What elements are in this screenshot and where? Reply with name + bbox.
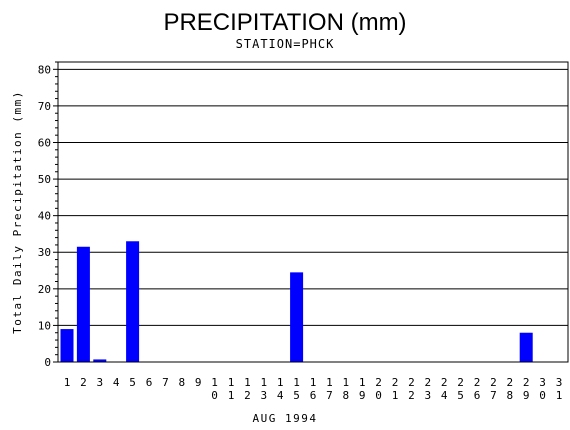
x-tick-label: 7	[162, 376, 169, 389]
y-tick-label: 80	[38, 63, 51, 76]
bar-day-3	[93, 359, 107, 362]
y-tick-label: 70	[38, 100, 51, 113]
plot-area-frame	[57, 61, 569, 363]
y-axis-label: Total Daily Precipitation (mm)	[11, 90, 24, 334]
x-tick-label: 3	[96, 376, 103, 389]
bar-day-5	[126, 241, 140, 362]
bars	[60, 241, 533, 362]
y-tick-label: 60	[38, 136, 51, 149]
x-tick-label: 9	[195, 376, 202, 389]
y-tick-label: 30	[38, 246, 51, 259]
bar-day-15	[290, 272, 304, 362]
x-tick-label: 8	[178, 376, 185, 389]
x-tick-label: 5	[129, 376, 136, 389]
y-tick-label: 0	[44, 356, 51, 369]
chart-subtitle: STATION=PHCK	[236, 37, 335, 51]
chart-title: PRECIPITATION (mm)	[163, 9, 406, 36]
y-tick-label: 50	[38, 173, 51, 186]
x-tick-label: 2	[80, 376, 87, 389]
y-tick-label: 40	[38, 210, 51, 223]
y-tick-label: 10	[38, 319, 51, 332]
x-axis-ticks: 1 2 3 4 5 6 7 8 9 1 01 11 21 31 41 51 61 71 81 92 02 12 22 32 42…	[64, 376, 563, 402]
bar-day-29	[519, 332, 533, 362]
x-tick-label: 4	[113, 376, 120, 389]
x-axis-label: AUG 1994	[253, 412, 318, 425]
y-axis-ticks: 0 10 20 30 40 50 60 70 80	[38, 61, 58, 369]
y-tick-label: 20	[38, 283, 51, 296]
gridlines	[58, 68, 568, 326]
bar-day-1	[60, 329, 74, 362]
bar-day-2	[76, 246, 90, 362]
x-tick-label: 1	[64, 376, 71, 389]
x-tick-label: 6	[146, 376, 153, 389]
